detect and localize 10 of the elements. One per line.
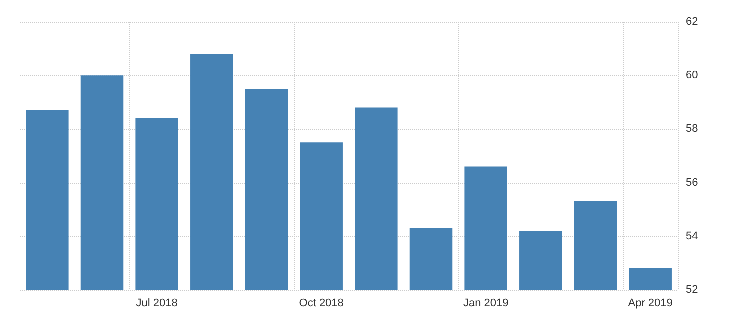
x-tick-label: Oct 2018 <box>299 298 344 310</box>
x-tick-label: Jul 2018 <box>136 298 178 310</box>
x-tick-label: Apr 2019 <box>628 298 673 310</box>
y-tick-label: 60 <box>686 70 698 82</box>
y-tick-label: 52 <box>686 284 698 296</box>
x-tick-label: Jan 2019 <box>463 298 509 310</box>
y-tick-label: 54 <box>686 230 698 242</box>
y-tick-label: 58 <box>686 123 698 136</box>
y-tick-label: 56 <box>686 176 698 189</box>
y-tick-label: 62 <box>686 16 698 28</box>
